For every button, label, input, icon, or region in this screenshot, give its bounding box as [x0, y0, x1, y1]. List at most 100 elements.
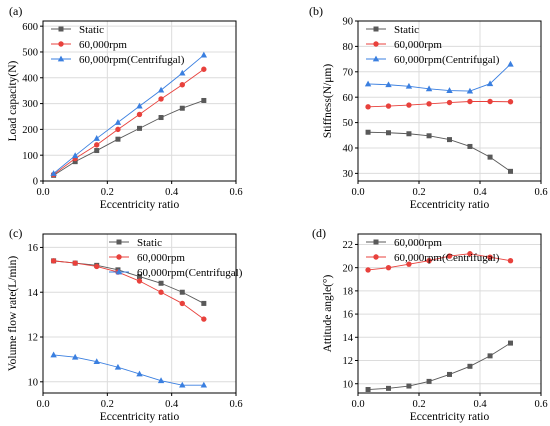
- data-point: [426, 133, 432, 139]
- data-point: [94, 263, 100, 270]
- series-line: [368, 342, 511, 390]
- y-axis-label: Load capacity(N): [7, 60, 19, 141]
- data-point: [507, 60, 514, 67]
- series-1: [365, 129, 513, 174]
- x-tick-label: 0.0: [351, 399, 364, 410]
- data-point: [50, 170, 57, 176]
- x-tick-label: 0.6: [534, 399, 547, 410]
- data-point: [426, 378, 432, 384]
- series-line: [53, 354, 204, 386]
- data-point: [467, 251, 473, 257]
- x-axis-label: Eccentricity ratio: [410, 199, 490, 211]
- legend: Static 60,000rpm 60,000rpm(Centrifugal): [51, 24, 185, 66]
- data-point: [179, 300, 185, 307]
- data-point: [487, 154, 493, 160]
- legend-entry: 60,000rpm: [394, 237, 442, 249]
- y-tick-label: 600: [22, 22, 38, 33]
- data-point: [507, 257, 514, 264]
- data-point: [406, 261, 412, 267]
- y-tick-label: 10: [343, 379, 354, 390]
- data-point: [72, 260, 78, 266]
- series-2: [50, 66, 207, 178]
- data-point: [179, 289, 185, 295]
- x-tick-label: 0.4: [473, 187, 487, 198]
- series-line: [368, 63, 511, 92]
- data-point: [426, 257, 432, 264]
- y-tick-label: 50: [343, 118, 354, 129]
- plot-frame: [357, 233, 542, 394]
- y-tick-label: 16: [28, 243, 39, 254]
- y-axis-label: Attitude angle(°): [322, 274, 334, 352]
- y-axis-label: Stiffness(N/μm): [322, 64, 334, 138]
- data-point: [385, 264, 392, 271]
- x-tick-label: 0.6: [229, 399, 242, 410]
- data-point: [114, 363, 122, 370]
- data-point: [386, 385, 391, 391]
- data-point: [115, 136, 121, 142]
- y-tick-label: 90: [343, 17, 354, 28]
- data-point: [446, 253, 453, 259]
- legend-entry: 60,000rpm: [394, 39, 442, 51]
- x-tick-label: 0.6: [534, 187, 547, 198]
- data-point: [115, 126, 121, 133]
- data-point: [425, 85, 433, 92]
- x-tick-label: 0.0: [36, 399, 49, 410]
- data-point: [158, 289, 164, 295]
- data-point: [365, 267, 371, 273]
- x-tick-label: 0.4: [473, 399, 487, 410]
- data-point: [157, 86, 165, 93]
- data-point: [94, 148, 100, 154]
- legend-marker: [58, 26, 64, 32]
- y-tick-label: 14: [343, 333, 354, 344]
- legend-marker: [57, 55, 65, 62]
- data-point: [158, 280, 164, 286]
- y-tick-label: 20: [343, 263, 354, 274]
- legend-marker: [373, 26, 379, 32]
- series-2: [50, 258, 207, 322]
- series-1: [51, 97, 207, 178]
- data-point: [201, 316, 207, 322]
- data-point: [72, 159, 78, 165]
- data-point: [508, 168, 513, 174]
- data-point: [137, 125, 142, 131]
- y-tick-label: 300: [22, 99, 38, 110]
- data-point: [487, 98, 493, 105]
- legend-entry: Static: [394, 24, 419, 36]
- series-2: [365, 98, 514, 110]
- legend: Static 60,000rpm 60,000rpm(Centrifugal): [366, 24, 500, 66]
- data-point: [179, 69, 186, 76]
- data-point: [466, 87, 474, 94]
- y-tick-label: 12: [343, 356, 354, 367]
- data-point: [364, 80, 372, 87]
- chart-panel-4: 0.0 0.2 0.4 0.6 10 12 14 16 18 20 22 Eccentricity r…: [312, 226, 548, 423]
- data-point: [508, 340, 513, 346]
- series-line: [53, 54, 205, 174]
- data-point: [386, 130, 391, 136]
- legend-marker: [373, 254, 379, 260]
- legend-entry: Static: [137, 237, 162, 249]
- data-point: [487, 254, 493, 260]
- x-tick-label: 0.2: [412, 399, 425, 410]
- x-tick-label: 0.2: [412, 187, 425, 198]
- series-3: [50, 351, 208, 388]
- x-tick-label: 0.2: [101, 187, 114, 198]
- y-tick-label: 200: [22, 125, 38, 136]
- x-tick-label: 0.0: [36, 187, 49, 198]
- legend-marker: [373, 41, 379, 47]
- y-tick-label: 400: [22, 73, 38, 84]
- y-tick-label: 70: [343, 67, 354, 78]
- x-tick-label: 0.6: [229, 187, 242, 198]
- legend: Static 60,000rpm 60,000rpm(Centrifugal): [109, 237, 243, 279]
- data-point: [93, 135, 100, 141]
- legend: 60,000rpm 60,000rpm(Centrifugal): [366, 237, 500, 264]
- data-point: [426, 101, 432, 107]
- data-point: [50, 351, 57, 358]
- data-point: [136, 102, 143, 109]
- y-tick-label: 60: [343, 93, 354, 104]
- panel-label: (a): [9, 4, 22, 18]
- data-point: [447, 371, 452, 377]
- panel-label: (b): [309, 4, 323, 18]
- data-point: [385, 81, 392, 88]
- data-point: [200, 51, 208, 58]
